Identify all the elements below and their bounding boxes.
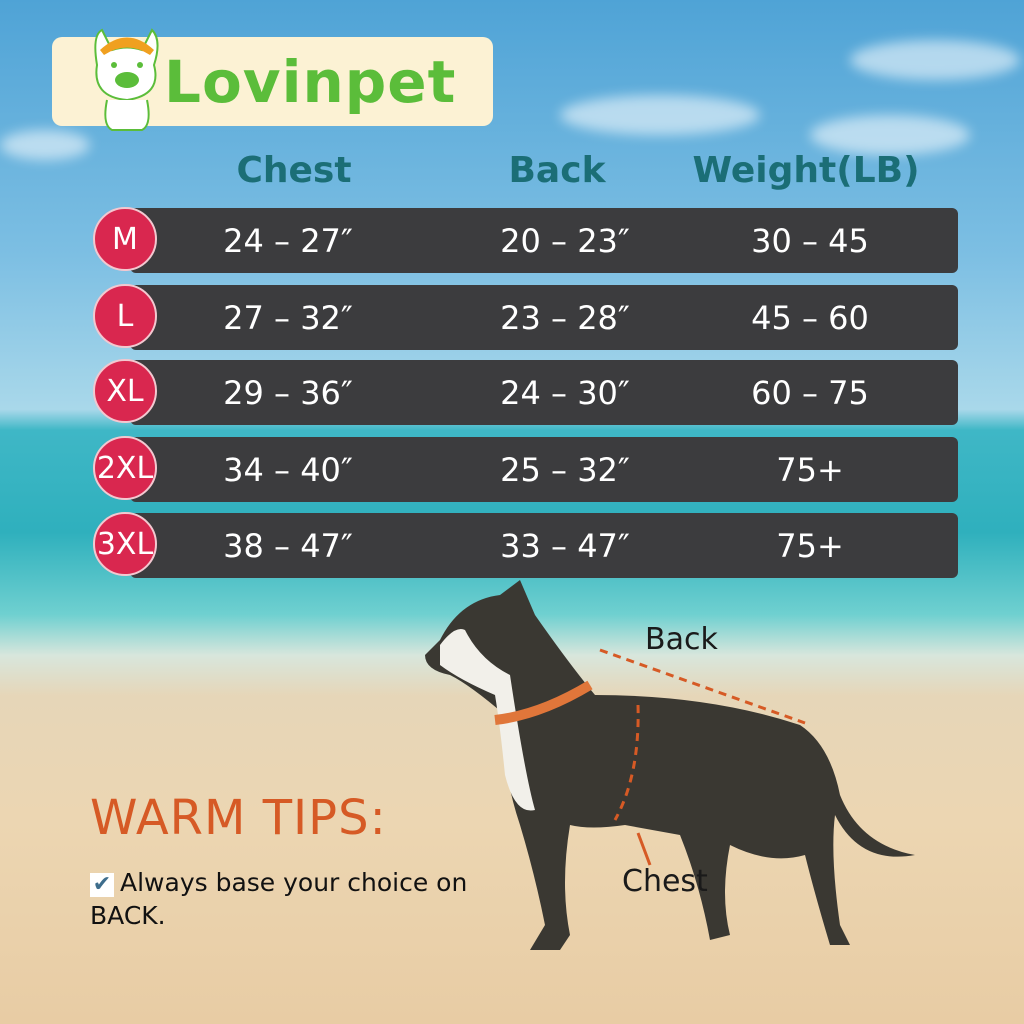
size-row: 34 – 40″ 25 – 32″ 75+ bbox=[130, 437, 958, 502]
cell-weight: 75+ bbox=[776, 526, 844, 565]
cell-back: 20 – 23″ bbox=[500, 221, 630, 260]
cell-back: 33 – 47″ bbox=[500, 526, 630, 565]
header-weight: Weight(LB) bbox=[692, 150, 920, 191]
cell-back: 24 – 30″ bbox=[500, 373, 630, 412]
size-row: 24 – 27″ 20 – 23″ 30 – 45 bbox=[130, 208, 958, 273]
check-icon: ✔ bbox=[90, 873, 114, 897]
tips-text: ✔ Always base your choice on BACK. bbox=[90, 866, 480, 932]
header-back: Back bbox=[508, 150, 606, 191]
cell-weight: 75+ bbox=[776, 450, 844, 489]
size-badge: M bbox=[93, 207, 157, 271]
dog-illustration bbox=[425, 580, 915, 950]
size-badge: 2XL bbox=[93, 436, 157, 500]
cell-chest: 24 – 27″ bbox=[223, 221, 353, 260]
cell-weight: 30 – 45 bbox=[751, 221, 869, 260]
cell-chest: 38 – 47″ bbox=[223, 526, 353, 565]
tip-item: Always base your choice on BACK. bbox=[90, 868, 468, 930]
size-row: 38 – 47″ 33 – 47″ 75+ bbox=[130, 513, 958, 578]
cloud bbox=[810, 115, 970, 155]
cloud bbox=[850, 40, 1020, 80]
cell-chest: 34 – 40″ bbox=[223, 450, 353, 489]
cell-back: 23 – 28″ bbox=[500, 298, 630, 337]
brand-name: Lovinpet bbox=[164, 47, 457, 116]
cat-mascot-icon bbox=[94, 28, 159, 131]
size-badge: L bbox=[93, 284, 157, 348]
cell-weight: 60 – 75 bbox=[751, 373, 869, 412]
cell-chest: 27 – 32″ bbox=[223, 298, 353, 337]
cell-weight: 45 – 60 bbox=[751, 298, 869, 337]
back-measure-label: Back bbox=[645, 622, 718, 657]
size-badge: XL bbox=[93, 359, 157, 423]
size-row: 27 – 32″ 23 – 28″ 45 – 60 bbox=[130, 285, 958, 350]
cell-chest: 29 – 36″ bbox=[223, 373, 353, 412]
tips-title: WARM TIPS: bbox=[90, 790, 387, 846]
brand-logo: Lovinpet bbox=[52, 28, 493, 131]
size-row: 29 – 36″ 24 – 30″ 60 – 75 bbox=[130, 360, 958, 425]
cloud bbox=[560, 95, 760, 135]
header-chest: Chest bbox=[236, 150, 352, 191]
chest-measure-label: Chest bbox=[622, 864, 708, 899]
cloud bbox=[0, 130, 90, 160]
cell-back: 25 – 32″ bbox=[500, 450, 630, 489]
size-badge: 3XL bbox=[93, 512, 157, 576]
